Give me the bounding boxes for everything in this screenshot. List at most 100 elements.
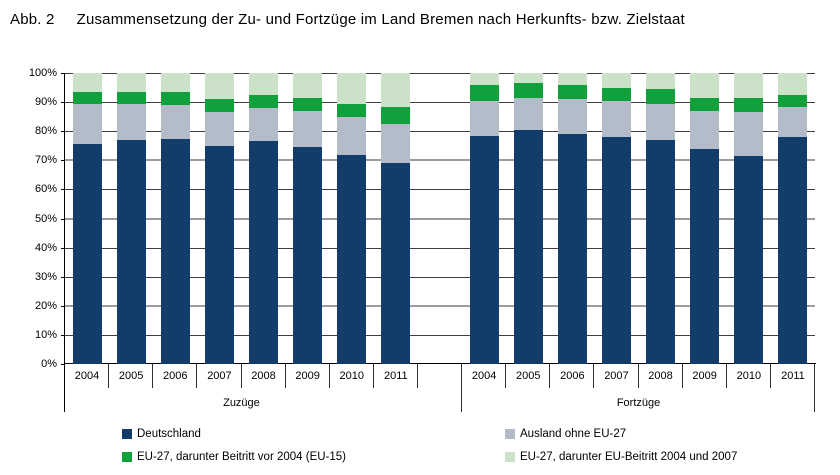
bar-segment-ausland-ohne-eu27	[204, 112, 234, 146]
x-axis-year-label: 2007	[207, 370, 232, 382]
category-tick	[681, 364, 683, 388]
legend-swatch-eu27-beitritt-vor-2004	[122, 452, 132, 462]
y-axis-tick-label: 20%	[34, 299, 57, 312]
x-axis-year-label: 2004	[74, 370, 100, 382]
y-axis-tick-label: 90%	[34, 96, 57, 109]
bar-segment-ausland-ohne-eu27	[160, 105, 190, 139]
bar-segment-deutschland	[337, 154, 367, 364]
x-axis-year-label: 2005	[515, 370, 541, 382]
category-tick	[372, 364, 374, 388]
category-tick	[549, 364, 551, 388]
bar-segment-ausland-ohne-eu27	[690, 110, 720, 149]
bar-segment-deutschland	[116, 139, 146, 364]
category-tick	[769, 364, 771, 388]
x-axis-year-label: 2006	[162, 370, 188, 382]
y-axis-tick-mark	[61, 189, 65, 191]
x-axis-year-label: 2011	[781, 370, 805, 382]
bar-segment-deutschland	[734, 155, 764, 364]
x-axis-year-label: 2009	[692, 370, 717, 382]
bar-segment-eu27-beitritt-vor-2004	[249, 94, 278, 108]
group-separator-line	[461, 364, 463, 412]
bar-segment-deutschland	[381, 163, 411, 364]
y-axis-tick-label: 50%	[34, 212, 57, 225]
bar-segment-deutschland	[646, 139, 676, 364]
x-axis-year-label: 2009	[295, 370, 320, 382]
bar-segment-deutschland	[469, 135, 499, 364]
bar-segment-ausland-ohne-eu27	[513, 97, 543, 130]
gridline-30	[65, 276, 815, 278]
y-axis-tick-label: 10%	[34, 328, 57, 341]
bar-segment-eu27-beitritt-vor-2004	[513, 83, 543, 98]
bar-segment-deutschland	[160, 138, 190, 364]
y-axis-tick-mark	[61, 160, 65, 162]
y-axis-tick-label: 70%	[34, 154, 57, 167]
y-axis-tick-mark	[61, 276, 65, 278]
gridline-100	[65, 73, 815, 74]
category-tick	[725, 364, 727, 388]
bar-segment-eu27-beitritt-vor-2004	[160, 91, 190, 105]
bar-segment-ausland-ohne-eu27	[602, 100, 631, 137]
bar-segment-ausland-ohne-eu27	[469, 100, 499, 136]
bar-segment-eu27-beitritt-vor-2004	[646, 89, 676, 104]
gridline-20	[65, 304, 815, 307]
bar-segment-deutschland	[204, 145, 234, 364]
bar-segment-eu27-beitritt-2004-2007	[249, 73, 278, 95]
y-axis-tick-label: 60%	[34, 183, 57, 196]
y-axis-tick-mark	[61, 218, 65, 220]
y-axis-tick-label: 100%	[28, 67, 57, 79]
bar-segment-deutschland	[602, 137, 631, 364]
category-tick	[505, 364, 507, 388]
bar-segment-eu27-beitritt-vor-2004	[602, 87, 631, 101]
y-axis-tick-label: 80%	[34, 125, 57, 138]
bar-segment-eu27-beitritt-2004-2007	[72, 73, 102, 92]
chart-title-text: Zusammensetzung der Zu- und Fortzüge im …	[76, 11, 685, 28]
bar-segment-ausland-ohne-eu27	[778, 106, 808, 137]
bar-segment-deutschland	[690, 148, 720, 364]
bar-segment-eu27-beitritt-vor-2004	[381, 106, 411, 124]
legend-swatch-deutschland	[122, 429, 132, 439]
x-axis-group-label: Zuzüge	[223, 397, 260, 409]
chart-title-prefix: Abb. 2	[10, 11, 55, 28]
bar-segment-eu27-beitritt-vor-2004	[778, 94, 808, 107]
legend-swatch-ausland-ohne-eu27	[505, 429, 515, 439]
y-axis-tick-mark	[61, 73, 65, 74]
bar-segment-eu27-beitritt-2004-2007	[469, 73, 499, 85]
bar-segment-deutschland	[293, 147, 323, 364]
gridline-60	[65, 189, 815, 191]
legend-swatch-eu27-beitritt-2004-2007	[505, 452, 515, 462]
bar-segment-eu27-beitritt-vor-2004	[557, 84, 587, 100]
legend-label: Deutschland	[137, 428, 201, 440]
bar-segment-eu27-beitritt-2004-2007	[690, 73, 720, 98]
bar-segment-eu27-beitritt-vor-2004	[469, 84, 499, 101]
x-axis-year-label: 2010	[339, 370, 364, 382]
bar-segment-ausland-ohne-eu27	[293, 110, 323, 148]
x-axis-year-label: 2006	[560, 370, 585, 382]
legend-label: EU-27, darunter Beitritt vor 2004 (EU-15…	[137, 451, 347, 463]
bar-segment-eu27-beitritt-vor-2004	[293, 97, 323, 111]
x-axis-year-label: 2004	[471, 370, 497, 382]
x-axis-year-label: 2008	[648, 370, 673, 382]
category-tick	[328, 364, 330, 388]
category-tick	[108, 364, 110, 388]
bar-segment-deutschland	[513, 129, 543, 364]
category-tick	[416, 364, 418, 388]
bar-segment-ausland-ohne-eu27	[734, 112, 764, 156]
y-axis-tick-mark	[61, 305, 65, 307]
bar-segment-eu27-beitritt-2004-2007	[337, 73, 367, 104]
bar-segment-eu27-beitritt-2004-2007	[381, 73, 411, 107]
bar-segment-eu27-beitritt-2004-2007	[513, 73, 543, 84]
y-axis-tick-mark	[61, 334, 65, 336]
bar-segment-eu27-beitritt-2004-2007	[557, 73, 587, 85]
bar-segment-deutschland	[72, 144, 102, 364]
group-separator-line	[814, 364, 815, 412]
bar-segment-deutschland	[249, 141, 278, 364]
category-tick	[637, 364, 639, 388]
y-axis-tick-mark	[61, 131, 65, 133]
bar-segment-eu27-beitritt-2004-2007	[204, 73, 234, 100]
x-axis-year-label: 2011	[384, 370, 408, 382]
bar-segment-eu27-beitritt-2004-2007	[160, 73, 190, 92]
legend-label: EU-27, darunter EU-Beitritt 2004 und 200…	[520, 451, 738, 463]
y-axis-line	[64, 73, 65, 412]
x-axis-group-label: Fortzüge	[616, 397, 661, 409]
x-axis-year-label: 2008	[251, 370, 276, 382]
